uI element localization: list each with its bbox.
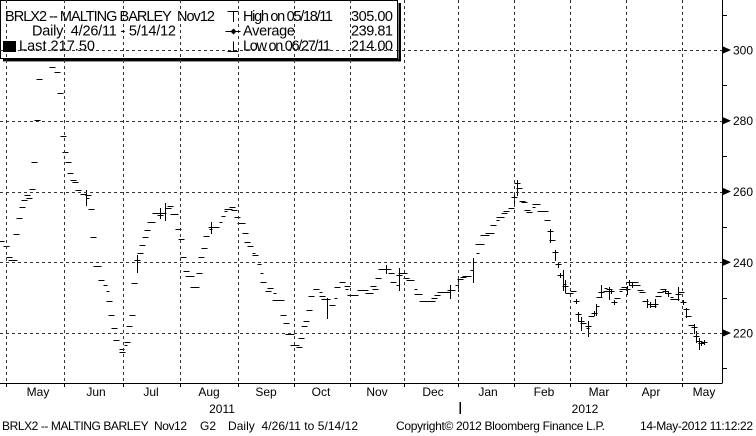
- svg-text:High on 05/18/11: High on 05/18/11: [243, 9, 333, 25]
- svg-text:Low on 06/27/11: Low on 06/27/11: [243, 39, 331, 55]
- svg-text:Jul: Jul: [143, 385, 158, 399]
- svg-text:240: 240: [733, 256, 753, 270]
- svg-text:BRLX2 -- MALTING BARLEY Nov12: BRLX2 -- MALTING BARLEY Nov12: [5, 9, 215, 25]
- svg-text:Oct: Oct: [312, 385, 331, 399]
- svg-text:May: May: [693, 385, 716, 399]
- svg-text:May: May: [27, 385, 50, 399]
- svg-text:Nov: Nov: [366, 385, 387, 399]
- svg-text:Aug: Aug: [198, 385, 219, 399]
- svg-text:220: 220: [733, 327, 753, 341]
- svg-text:280: 280: [733, 114, 753, 128]
- svg-text:Daily 4/26/11 to 5/14/12: Daily 4/26/11 to 5/14/12: [228, 419, 358, 433]
- svg-text:Dec: Dec: [422, 385, 443, 399]
- svg-text:2012: 2012: [572, 402, 599, 416]
- svg-text:Average: Average: [243, 24, 295, 40]
- svg-text:214.00: 214.00: [351, 39, 393, 55]
- svg-text:239.81: 239.81: [351, 24, 393, 40]
- svg-text:Sep: Sep: [255, 385, 277, 399]
- svg-text:305.00: 305.00: [351, 9, 393, 25]
- svg-text:Feb: Feb: [534, 385, 555, 399]
- svg-text:Mar: Mar: [589, 385, 610, 399]
- svg-text:260: 260: [733, 185, 753, 199]
- svg-text:Jun: Jun: [86, 385, 105, 399]
- svg-text:Copyright© 2012 Bloomberg Fina: Copyright© 2012 Bloomberg Finance L.P.: [396, 419, 605, 433]
- svg-text:Apr: Apr: [642, 385, 661, 399]
- svg-text:2011: 2011: [209, 402, 235, 416]
- svg-text:14-May-2012 11:12:22: 14-May-2012 11:12:22: [640, 419, 753, 433]
- svg-text:Daily 4/26/11 - 5/14/12: Daily 4/26/11 - 5/14/12: [32, 24, 176, 40]
- svg-text:Jan: Jan: [478, 385, 497, 399]
- svg-text:G2: G2: [200, 419, 216, 433]
- svg-text:Last 217.50: Last 217.50: [19, 39, 95, 55]
- svg-text:300: 300: [733, 44, 753, 58]
- svg-text:BRLX2 -- MALTING BARLEY Nov12: BRLX2 -- MALTING BARLEY Nov12: [2, 419, 187, 433]
